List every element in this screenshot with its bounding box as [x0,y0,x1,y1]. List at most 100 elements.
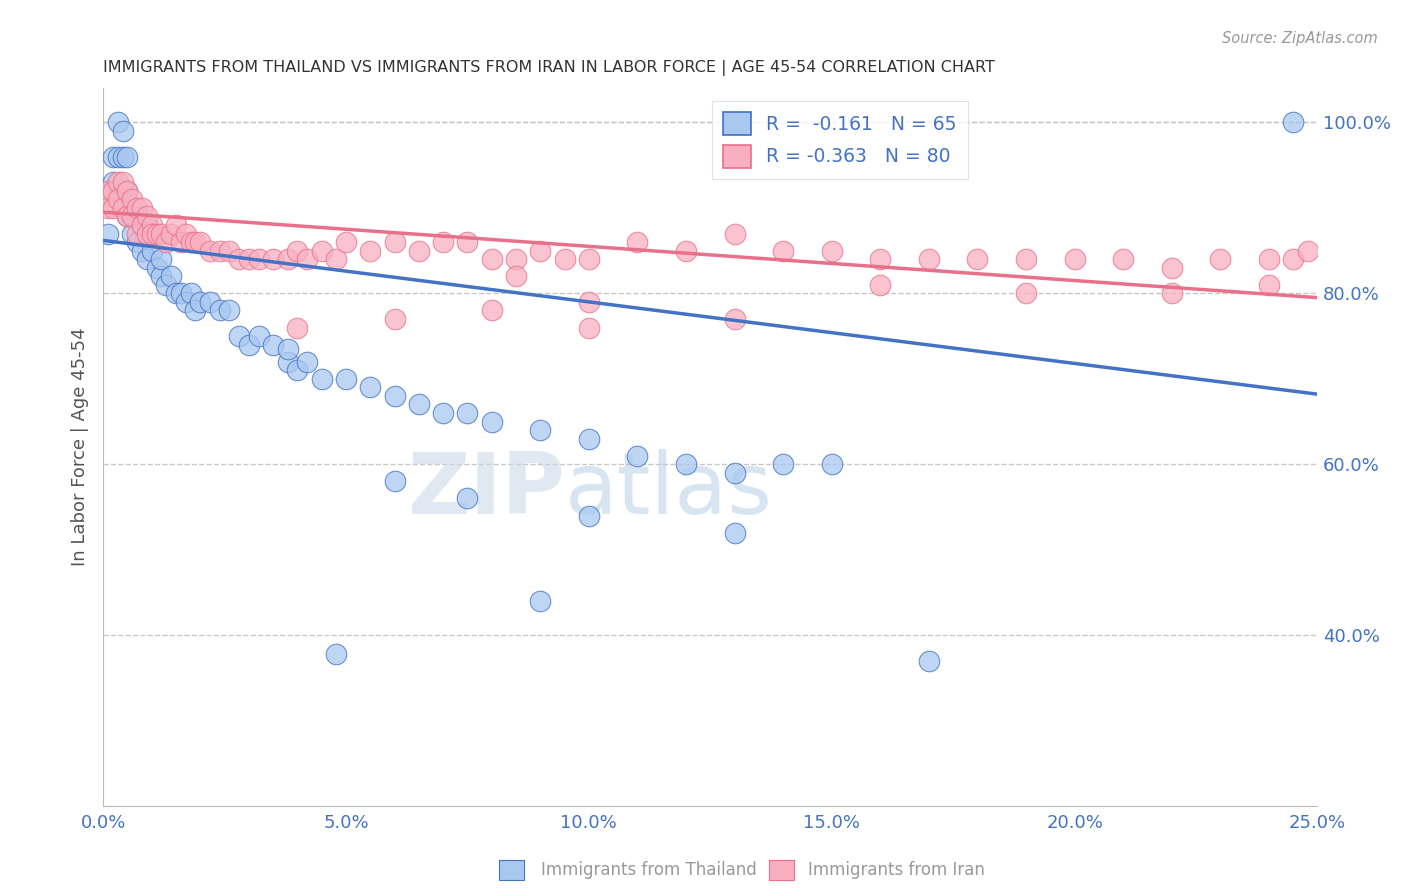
Point [218,303,240,318]
Point [141,218,163,232]
Text: Source: ZipAtlas.com: Source: ZipAtlas.com [1222,31,1378,46]
Point [170,286,193,301]
Point [121,210,143,224]
Point [723,227,745,241]
Point [723,525,745,540]
Point [188,294,211,309]
Point [578,508,600,523]
Point [675,457,697,471]
Point [107,175,129,189]
Point [228,329,250,343]
Point [1015,286,1038,301]
Text: atlas: atlas [565,449,772,532]
Point [1209,252,1232,267]
Point [359,244,381,258]
Point [121,227,143,241]
Point [1160,260,1182,275]
Point [325,647,347,661]
Point [408,397,430,411]
Point [554,252,576,267]
Point [287,363,309,377]
Point [150,269,173,284]
Point [101,184,124,198]
Point [150,252,173,267]
Point [117,210,139,224]
Point [107,115,129,129]
Point [131,244,153,258]
Point [247,252,270,267]
Text: IMMIGRANTS FROM THAILAND VS IMMIGRANTS FROM IRAN IN LABOR FORCE | AGE 45-54 CORR: IMMIGRANTS FROM THAILAND VS IMMIGRANTS F… [103,60,995,76]
Point [821,457,844,471]
Point [384,389,406,403]
Point [626,449,648,463]
Point [111,124,134,138]
Point [262,252,284,267]
Point [155,277,177,292]
Point [131,218,153,232]
Point [311,372,333,386]
Point [117,184,139,198]
Point [127,227,149,241]
Point [127,210,149,224]
Point [277,342,299,356]
Point [966,252,988,267]
Point [174,227,197,241]
Point [1112,252,1135,267]
Point [821,244,844,258]
Point [101,175,124,189]
Point [578,432,600,446]
Point [127,201,149,215]
Point [121,192,143,206]
Point [295,355,318,369]
Point [198,244,221,258]
Point [127,235,149,249]
Text: Immigrants from Thailand: Immigrants from Thailand [541,861,756,879]
Point [287,244,309,258]
Point [295,252,318,267]
Point [174,294,197,309]
Point [325,252,347,267]
Point [723,312,745,326]
Point [529,244,551,258]
Point [238,337,260,351]
Point [1282,115,1305,129]
Point [675,244,697,258]
Point [228,252,250,267]
Point [145,227,167,241]
Point [1257,277,1279,292]
Point [131,218,153,232]
Point [432,406,454,420]
Point [384,312,406,326]
Point [111,175,134,189]
Point [723,466,745,480]
Point [117,210,139,224]
Point [529,594,551,608]
Point [918,252,941,267]
Point [772,457,794,471]
Point [578,320,600,334]
Point [238,252,260,267]
Point [180,286,202,301]
Point [1063,252,1085,267]
Text: Immigrants from Iran: Immigrants from Iran [808,861,986,879]
Point [184,235,207,249]
Point [277,355,299,369]
Point [155,235,177,249]
Point [1160,286,1182,301]
Point [578,252,600,267]
Point [160,227,183,241]
Point [160,269,183,284]
Point [1282,252,1305,267]
Point [772,244,794,258]
Point [184,303,207,318]
Point [1015,252,1038,267]
Point [311,244,333,258]
Point [432,235,454,249]
Point [111,201,134,215]
Point [198,294,221,309]
Point [481,303,503,318]
Point [141,227,163,241]
Point [335,372,357,386]
Point [456,235,478,249]
Point [247,329,270,343]
